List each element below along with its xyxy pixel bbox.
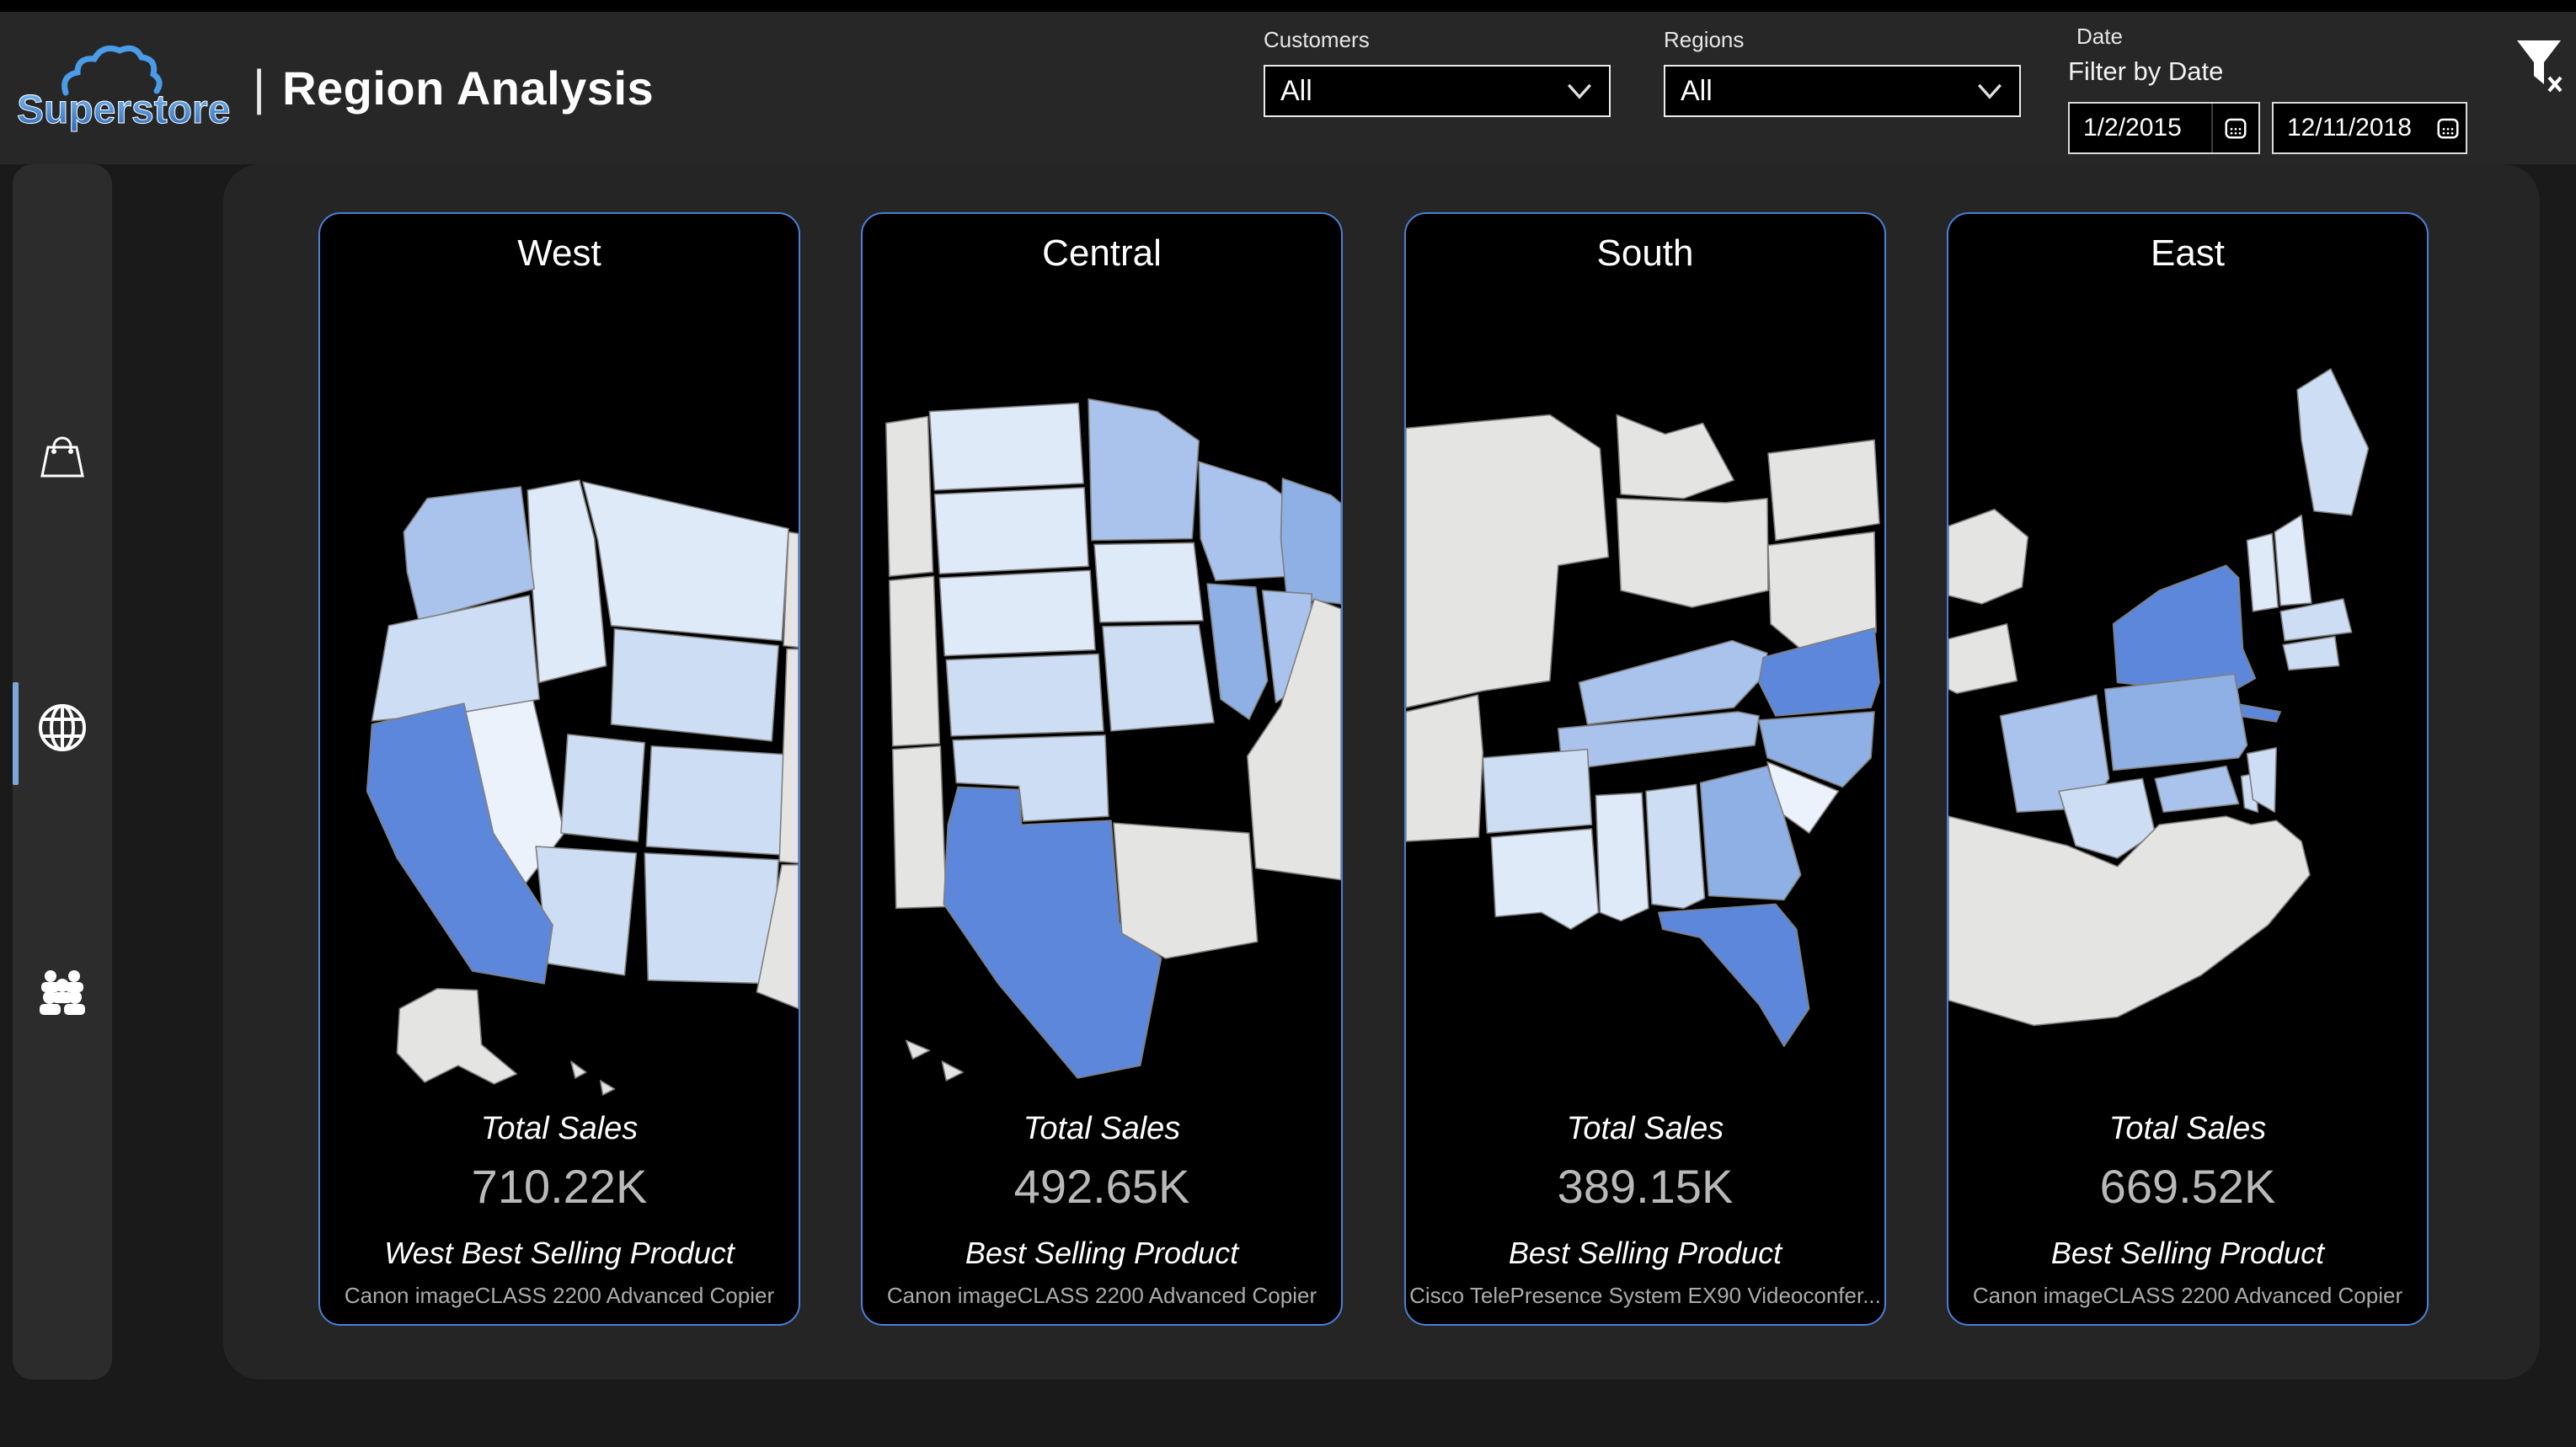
page-title: Region Analysis — [282, 61, 655, 115]
kpi-block: Total Sales 669.52K Best Selling Product… — [1948, 1111, 2427, 1309]
region-card-title: West — [517, 232, 601, 274]
cloud-icon — [61, 45, 163, 96]
sidebar-item-regions globe-icon[interactable] — [35, 701, 89, 755]
region-card-central: Central Total Sales 492.65K Best Selling… — [861, 212, 1343, 1326]
best-selling-label: Best Selling Product — [2050, 1236, 2325, 1270]
date-label: Date — [2076, 24, 2123, 49]
best-selling-label: Best Selling Product — [1508, 1236, 1782, 1270]
best-selling-label: West Best Selling Product — [384, 1236, 735, 1270]
sidebar-item-products shopping-bag-icon[interactable] — [35, 430, 89, 483]
region-map-east[interactable] — [1948, 285, 2427, 1152]
total-sales-label: Total Sales — [1023, 1111, 1181, 1146]
regions-filter: Regions All — [1664, 27, 2021, 117]
total-sales-value: 492.65K — [1013, 1160, 1190, 1213]
start-date-input[interactable]: 1/2/2015 — [2068, 102, 2260, 154]
regions-value: All — [1681, 74, 1713, 107]
window-top-strip — [0, 0, 2576, 12]
filter-by-date-label: Filter by Date — [2068, 56, 2224, 86]
total-sales-value: 389.15K — [1557, 1160, 1734, 1213]
chevron-down-icon — [1977, 83, 2002, 99]
customers-value: All — [1280, 74, 1312, 107]
region-card-west: West Total Sales 710.22K West Best Selli… — [318, 212, 800, 1326]
sidebar-selection-indicator — [13, 682, 19, 785]
customers-label: Customers — [1264, 27, 1370, 52]
divider — [2211, 104, 2213, 152]
region-map-central[interactable] — [863, 285, 1341, 1152]
best-selling-product: Canon imageCLASS 2200 Advanced Copier — [886, 1283, 1317, 1308]
best-selling-product: Canon imageCLASS 2200 Advanced Copier — [344, 1283, 775, 1308]
end-date-value: 12/11/2018 — [2287, 114, 2412, 141]
regions-select[interactable]: All — [1664, 65, 2021, 117]
region-map-south[interactable] — [1406, 285, 1884, 1152]
calendar-icon[interactable] — [2435, 115, 2461, 141]
region-card-title: East — [2150, 232, 2226, 274]
total-sales-label: Total Sales — [480, 1111, 639, 1146]
clear-filter-icon[interactable] — [2512, 37, 2566, 96]
logo-text: Superstore — [17, 88, 230, 132]
header-bar: Superstore | Region Analysis — [0, 12, 2576, 164]
superstore-logo: Superstore — [17, 45, 231, 133]
total-sales-value: 710.22K — [471, 1160, 648, 1213]
sidebar-item-customers people-icon[interactable] — [35, 965, 89, 1019]
end-date-input[interactable]: 12/11/2018 — [2272, 102, 2467, 154]
region-card-title: Central — [1042, 232, 1162, 274]
region-card-south: South Total Sales 389.15K Best Selling P… — [1404, 212, 1886, 1326]
calendar-icon[interactable] — [2223, 115, 2248, 141]
region-map-west[interactable] — [320, 285, 799, 1152]
kpi-block: Total Sales 492.65K Best Selling Product… — [863, 1111, 1341, 1309]
title-separator: | — [253, 61, 266, 115]
region-card-title: South — [1596, 232, 1694, 274]
start-date-value: 1/2/2015 — [2083, 114, 2182, 141]
regions-label: Regions — [1664, 27, 1745, 52]
total-sales-label: Total Sales — [2108, 1111, 2267, 1146]
date-filter: Date Filter by Date 1/2/2015 12/11/2018 — [2068, 24, 2467, 154]
total-sales-label: Total Sales — [1566, 1111, 1724, 1146]
title-block: | Region Analysis — [253, 12, 654, 164]
kpi-block: Total Sales 389.15K Best Selling Product… — [1406, 1111, 1884, 1309]
date-range-row: 1/2/2015 12/11/2018 — [2068, 102, 2467, 154]
sidebar — [13, 164, 112, 1380]
total-sales-value: 669.52K — [2099, 1160, 2276, 1213]
best-selling-product: Canon imageCLASS 2200 Advanced Copier — [1972, 1283, 2403, 1308]
kpi-block: Total Sales 710.22K West Best Selling Pr… — [320, 1111, 799, 1309]
best-selling-label: Best Selling Product — [965, 1236, 1239, 1270]
report-canvas: West Total Sales 710.22K West Best Selli… — [223, 164, 2540, 1380]
customers-filter: Customers All — [1264, 27, 1611, 117]
best-selling-product: Cisco TelePresence System EX90 Videoconf… — [1409, 1283, 1881, 1308]
region-card-east: East Total Sales 669.52K Best Selling Pr… — [1947, 212, 2429, 1326]
customers-select[interactable]: All — [1264, 65, 1611, 117]
chevron-down-icon — [1567, 83, 1592, 99]
